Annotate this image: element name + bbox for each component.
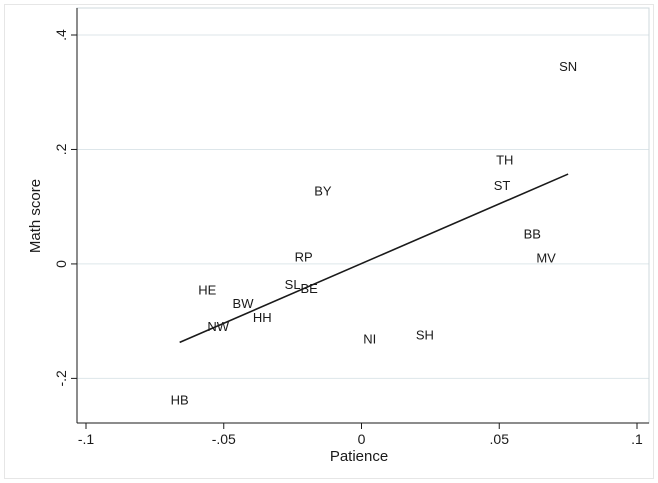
point-label-ni: NI [363,331,376,346]
x-tick-label: .1 [631,431,643,447]
y-tick-label: .4 [53,29,69,41]
x-tick-label: -.05 [212,431,236,447]
y-axis-title: Math score [27,179,44,253]
point-label-sn: SN [559,59,577,74]
point-label-hb: HB [171,393,189,408]
point-label-st: ST [494,178,511,193]
point-label-he: HE [198,283,216,298]
fit-line [179,173,569,344]
point-label-sl: SL [285,277,301,292]
y-tick-label: .2 [53,143,69,155]
point-label-by: BY [314,184,332,199]
x-tick-label: 0 [358,431,366,447]
y-tick-label: 0 [53,260,69,268]
y-tick-label: -.2 [53,370,69,387]
figure-border [4,4,654,479]
point-label-hh: HH [253,310,272,325]
x-tick-label: -.1 [78,431,95,447]
point-label-rp: RP [295,250,313,265]
x-axis-title: Patience [330,448,388,465]
point-label-bb: BB [524,227,541,242]
y-axis-ticks: -.2 0 .2 .4 [53,29,77,387]
point-label-mv: MV [536,251,556,266]
point-label-nw: NW [207,319,229,334]
gridlines [77,34,649,379]
point-label-be: BE [300,281,318,296]
point-label-th: TH [496,152,513,167]
x-axis-ticks: -.1 -.05 0 .05 .1 [78,423,643,447]
point-label-bw: BW [233,296,255,311]
x-tick-label: .05 [490,431,510,447]
point-label-sh: SH [416,327,434,342]
